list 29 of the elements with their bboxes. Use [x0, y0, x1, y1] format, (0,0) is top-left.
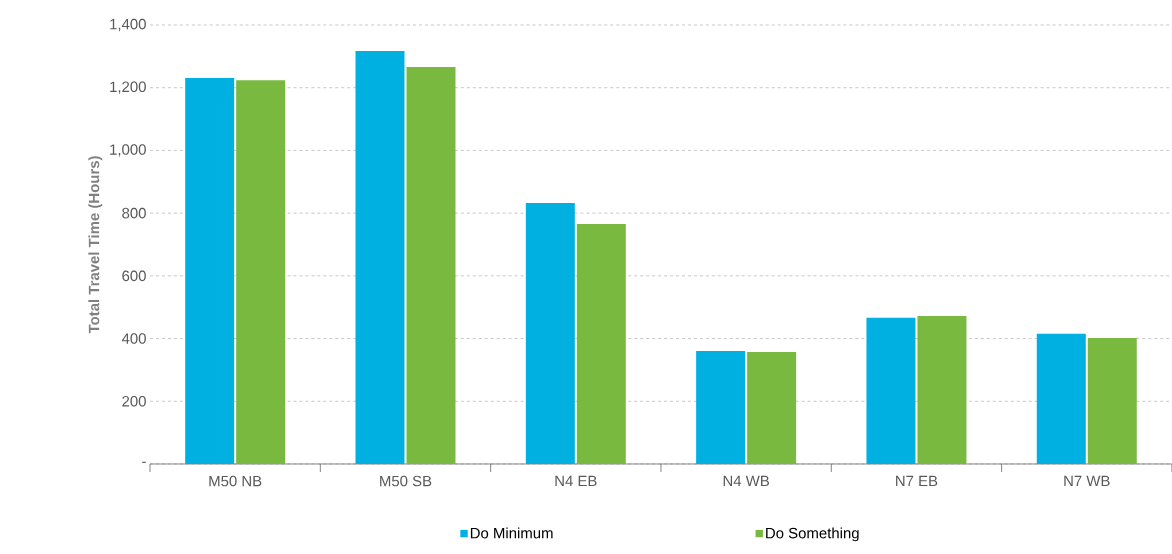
y-tick-label: 600 [122, 270, 146, 282]
x-tick-label: N4 EB [555, 475, 597, 487]
bar [1087, 337, 1137, 464]
y-tick-label: 200 [122, 395, 146, 407]
y-tick-label: 1,000 [110, 144, 146, 157]
bar [355, 51, 405, 464]
x-tick-label: N7 WB [1064, 475, 1110, 487]
legend-label: Do Something [766, 527, 859, 542]
y-tick-label: 1,200 [110, 81, 146, 94]
bar [185, 77, 235, 464]
x-tick-label: M50 NB [209, 475, 262, 487]
bar [576, 224, 626, 464]
bar [236, 80, 286, 464]
y-tick-label: 800 [122, 207, 146, 219]
bar [747, 352, 797, 464]
bar [917, 315, 967, 464]
x-tick-label: M50 SB [380, 475, 432, 487]
x-tick-label: N4 WB [723, 475, 769, 487]
bar [406, 67, 456, 464]
y-tick-label: - [142, 461, 146, 463]
y-axis-title: Total Travel Time (Hours) [88, 156, 103, 334]
y-tick-label: 400 [121, 333, 146, 344]
y-tick-label: 1,400 [110, 18, 146, 32]
bar [525, 203, 575, 464]
bar [866, 317, 916, 464]
x-tick-label: N7 EB [896, 475, 938, 487]
legend-label: Do Minimum [470, 527, 553, 539]
bar [1036, 333, 1086, 464]
bar [696, 351, 746, 464]
